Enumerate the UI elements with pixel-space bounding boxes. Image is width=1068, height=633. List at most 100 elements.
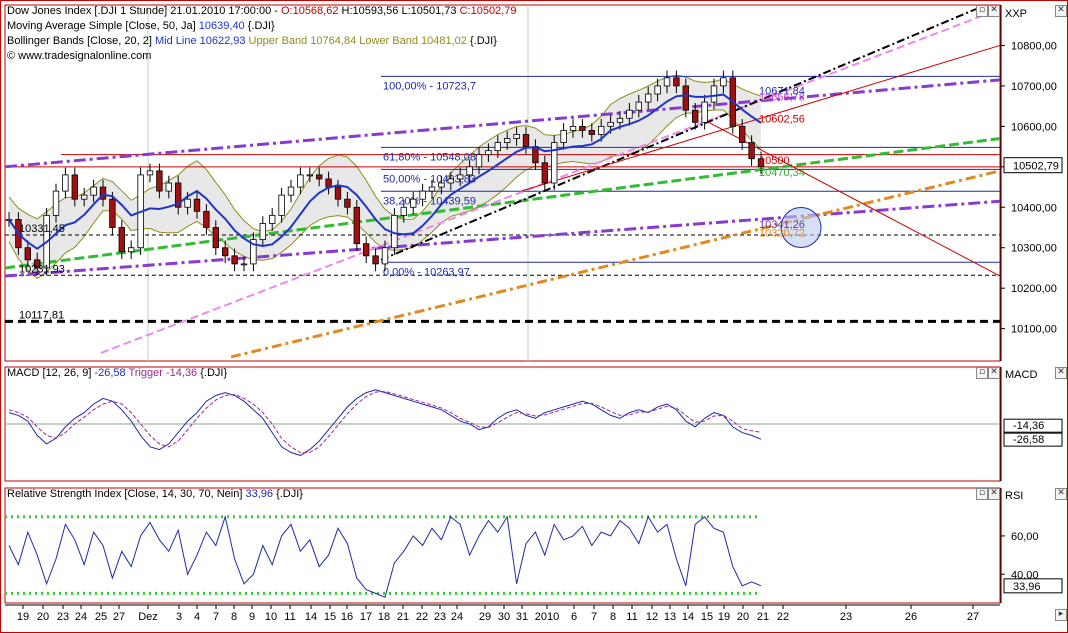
price-legend-line3: Bollinger Bands [Close, 20, 2] Mid Line … bbox=[7, 34, 516, 49]
candle-body bbox=[184, 198, 191, 208]
date-tick-label: 19 bbox=[17, 611, 29, 623]
macd-value: -26,58 bbox=[94, 367, 126, 379]
channel-upper-purple bbox=[4, 78, 1001, 169]
candle-body bbox=[81, 194, 88, 200]
price-pane: XXP 10100,00 10200,00 10300,00 10400,00 10500… bbox=[4, 4, 1063, 603]
price-level-label: 10231,93 bbox=[19, 263, 65, 275]
date-tick-label: 16 bbox=[341, 611, 353, 623]
channel-black bbox=[380, 8, 977, 261]
rsi-pane-close-button[interactable]: ✕ bbox=[988, 488, 1000, 500]
rsi-axis-close-button[interactable]: ✕ bbox=[1055, 488, 1067, 500]
price-axis-tick-label: 10100,00 bbox=[1011, 324, 1057, 336]
candle-body bbox=[353, 206, 360, 245]
scroll-right-button[interactable]: ▸ bbox=[1055, 609, 1067, 621]
candle-body bbox=[175, 182, 182, 208]
candle-body bbox=[278, 194, 285, 216]
date-tick-label: 21 bbox=[757, 611, 769, 623]
date-axis: 19 20 23 24 25 27 Dez 3 4 7 8 9 10 11 14 15 16 17 18 21 22 23… bbox=[5, 604, 1000, 623]
date-tick-label: 14 bbox=[682, 611, 694, 623]
candle-body bbox=[560, 130, 567, 143]
candle-body bbox=[710, 85, 718, 103]
date-tick-label: 27 bbox=[967, 611, 979, 623]
price-pane-close-button[interactable]: ✕ bbox=[988, 5, 1000, 17]
candle-body bbox=[438, 182, 445, 188]
date-tick-label: 25 bbox=[95, 611, 107, 623]
candle-body bbox=[90, 186, 97, 196]
date-tick-label: 10 bbox=[265, 611, 277, 623]
candle-body bbox=[165, 182, 172, 192]
candle-body bbox=[118, 227, 125, 253]
macd-pane: MACD0,00-14,36-26,58 bbox=[4, 366, 1063, 482]
rsi-axis-tick-label: 40,00 bbox=[1011, 569, 1039, 581]
macd-axis-title: MACD bbox=[1005, 369, 1037, 381]
date-tick-label: 26 bbox=[905, 611, 917, 623]
date-tick-label: 2010 bbox=[535, 611, 559, 623]
candle-body bbox=[203, 210, 210, 228]
candle-body bbox=[231, 255, 238, 265]
candle-body bbox=[551, 142, 558, 184]
macd-axis-close-button[interactable]: ✕ bbox=[1055, 367, 1067, 379]
price-level-label: 10470,34 bbox=[759, 167, 805, 179]
rsi-legend: Relative Strength Index [Close, 14, 30, … bbox=[7, 487, 303, 502]
candle-body bbox=[428, 186, 436, 192]
candle-body bbox=[287, 186, 295, 196]
candle-body bbox=[306, 174, 313, 177]
macd-value-tag bbox=[1003, 432, 1063, 447]
candle-body bbox=[193, 198, 201, 212]
fibonacci-label: 38,20% - 10439,59 bbox=[383, 195, 476, 207]
date-tick-label: Dez bbox=[138, 611, 158, 623]
candle-body bbox=[400, 206, 407, 216]
last-price-tag bbox=[1003, 157, 1063, 174]
candle-body bbox=[522, 134, 530, 147]
price-axis-tick-label: 10600,00 bbox=[1011, 121, 1057, 133]
price-level-label: 10602,56 bbox=[759, 113, 805, 125]
date-tick-label: 27 bbox=[113, 611, 125, 623]
candle-body bbox=[579, 125, 586, 131]
rsi-axis-title: RSI bbox=[1005, 490, 1023, 502]
candle-body bbox=[240, 263, 248, 266]
candle-body bbox=[588, 130, 595, 135]
date-tick-label: 23 bbox=[57, 611, 69, 623]
macd-pane-close-button[interactable]: ✕ bbox=[988, 367, 1000, 379]
macd-title: MACD [12, 26, 9] bbox=[7, 367, 95, 379]
macd-pane-maximize-button[interactable]: ▫ bbox=[976, 367, 988, 379]
candle-body bbox=[673, 77, 680, 87]
bb-title: Bollinger Bands [Close, 20, 2] bbox=[7, 35, 155, 47]
ma-title: Moving Average Simple [Close, 50, Ja] bbox=[7, 20, 199, 32]
rsi-value: 33,96 bbox=[245, 488, 274, 500]
price-level-label: 10331,45 bbox=[19, 223, 65, 235]
candle-body bbox=[156, 170, 163, 192]
candle-body bbox=[701, 101, 708, 123]
date-tick-label: 15 bbox=[701, 611, 713, 623]
instrument-title: Dow Jones Index [.DJI 1 Stunde] 21.01.20… bbox=[7, 5, 281, 17]
price-axis-tick-label: 10700,00 bbox=[1011, 81, 1057, 93]
price-axis-tick-label: 10300,00 bbox=[1011, 243, 1057, 255]
date-tick-label: 17 bbox=[360, 611, 372, 623]
channel-lower-purple bbox=[4, 199, 1001, 278]
rsi-pane-maximize-button[interactable]: ▫ bbox=[976, 488, 988, 500]
candle-body bbox=[513, 134, 520, 139]
candle-body bbox=[62, 174, 69, 192]
date-tick-label: 8 bbox=[231, 611, 237, 623]
candle-body bbox=[212, 227, 219, 249]
candle-body bbox=[24, 247, 31, 261]
candle-body bbox=[259, 223, 266, 241]
bb-suffix: {.DJI} bbox=[466, 35, 497, 47]
date-tick-label: 23 bbox=[840, 611, 852, 623]
date-tick-label: 7 bbox=[213, 611, 219, 623]
fibonacci-label: 0,00% - 10263,97 bbox=[383, 266, 470, 278]
bb-lower-value: Lower Band 10481,02 bbox=[356, 35, 467, 47]
candle-body bbox=[325, 178, 332, 188]
axis-menu-close-button[interactable]: ✕ bbox=[1055, 5, 1067, 17]
date-tick-label: 13 bbox=[664, 611, 676, 623]
candle-body bbox=[739, 125, 746, 143]
candle-body bbox=[598, 125, 605, 135]
macd-line bbox=[8, 389, 762, 456]
candle-body bbox=[34, 259, 41, 269]
date-tick-label: 6 bbox=[571, 611, 577, 623]
ma-suffix: {.DJI} bbox=[244, 20, 275, 32]
price-pane-maximize-button[interactable]: ▫ bbox=[976, 5, 988, 17]
candle-body bbox=[146, 170, 154, 176]
date-tick-label: 12 bbox=[646, 611, 658, 623]
